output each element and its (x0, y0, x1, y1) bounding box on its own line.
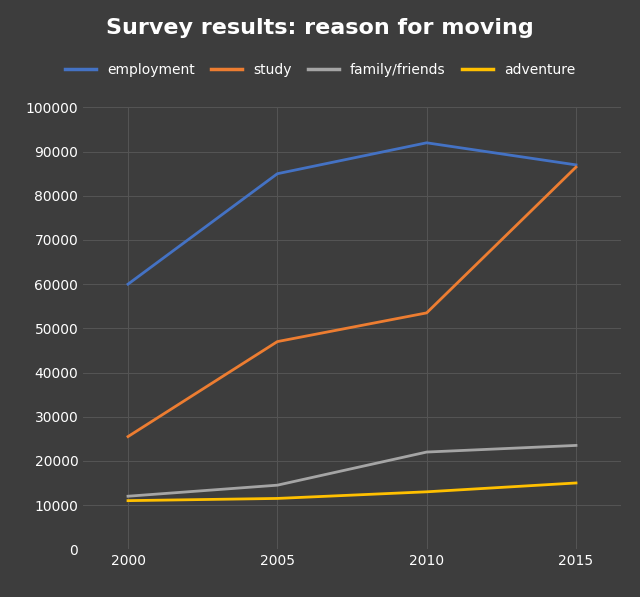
employment (273, 170, 281, 177)
family/friends (273, 482, 281, 489)
study (572, 164, 580, 171)
employment (423, 139, 431, 146)
study (124, 433, 132, 440)
Line: family/friends: family/friends (128, 445, 576, 496)
adventure (124, 497, 132, 504)
Text: Survey results: reason for moving: Survey results: reason for moving (106, 18, 534, 38)
employment (572, 161, 580, 168)
study (273, 338, 281, 345)
Line: study: study (128, 167, 576, 436)
study (423, 309, 431, 316)
adventure (572, 479, 580, 487)
Line: employment: employment (128, 143, 576, 284)
family/friends (423, 448, 431, 456)
family/friends (572, 442, 580, 449)
Legend: employment, study, family/friends, adventure: employment, study, family/friends, adven… (60, 58, 580, 83)
family/friends (124, 493, 132, 500)
adventure (273, 495, 281, 502)
adventure (423, 488, 431, 496)
employment (124, 281, 132, 288)
Line: adventure: adventure (128, 483, 576, 501)
